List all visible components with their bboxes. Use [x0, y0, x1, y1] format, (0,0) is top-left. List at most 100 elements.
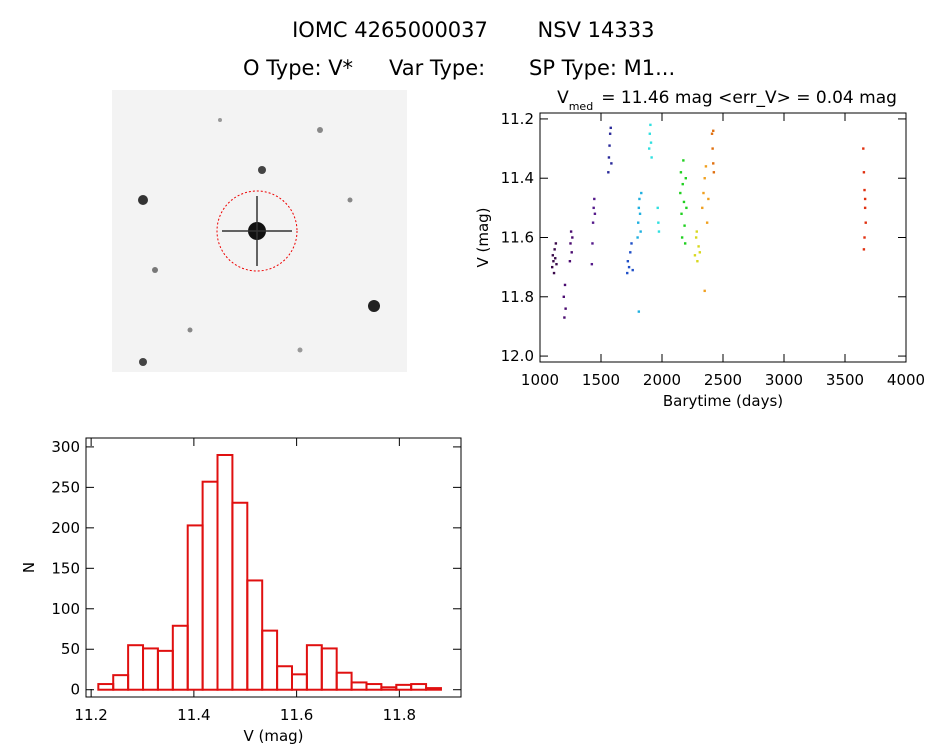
header-text: IOMC 4265000037	[292, 18, 488, 42]
data-point	[553, 248, 556, 251]
data-point	[570, 251, 573, 254]
x-tick-label: 4000	[887, 371, 925, 389]
data-point	[640, 191, 643, 195]
data-point	[863, 197, 867, 201]
x-tick-label: 3000	[765, 371, 803, 389]
histogram-bar	[365, 683, 383, 691]
data-point	[568, 260, 572, 263]
histogram-bar	[410, 683, 428, 691]
star	[139, 358, 147, 366]
data-point	[863, 206, 867, 210]
data-point	[701, 206, 704, 210]
histogram-bar	[261, 629, 279, 691]
star	[152, 267, 158, 273]
star	[187, 327, 193, 333]
data-point	[707, 197, 710, 201]
histogram-bar	[112, 674, 130, 691]
data-point	[593, 197, 596, 201]
data-point	[697, 245, 700, 248]
histogram-bar	[246, 579, 264, 691]
data-point	[682, 200, 686, 204]
data-point	[862, 147, 865, 150]
data-point	[683, 224, 686, 227]
data-point	[552, 271, 556, 275]
data-point	[637, 221, 640, 224]
data-point	[626, 271, 629, 275]
data-point	[627, 265, 631, 269]
y-tick-label: 50	[61, 640, 80, 658]
data-point	[656, 206, 659, 210]
y-tick-label: 300	[51, 438, 80, 456]
histogram-bar	[142, 647, 159, 691]
data-point	[684, 177, 687, 180]
data-point	[569, 242, 572, 245]
histogram-bar	[231, 501, 249, 691]
aperture-circle	[216, 190, 298, 272]
chart-title: Vmed = 11.46 mag <err_V> = 0.04 mag	[557, 88, 897, 113]
star	[218, 118, 222, 122]
star	[317, 127, 323, 133]
star	[297, 347, 303, 353]
x-tick-label: 1500	[582, 371, 620, 389]
data-point	[864, 221, 867, 224]
data-point	[682, 159, 685, 162]
data-point	[862, 248, 866, 251]
data-point	[712, 129, 715, 132]
data-point	[703, 177, 706, 180]
data-point	[695, 230, 698, 233]
histogram-bar	[395, 683, 413, 691]
y-tick-label: 100	[51, 600, 80, 618]
data-point	[637, 206, 641, 210]
data-point	[636, 236, 639, 239]
histogram-bar	[320, 647, 338, 691]
histogram-bar	[276, 665, 293, 691]
data-point	[710, 132, 714, 135]
star	[347, 197, 353, 203]
x-tick-label: 2500	[704, 371, 742, 389]
data-point	[683, 242, 687, 245]
data-point	[679, 171, 683, 174]
histogram-bar	[380, 686, 398, 691]
data-point	[704, 165, 708, 168]
data-point	[712, 162, 715, 165]
histogram-bar	[305, 644, 323, 691]
header-text: Var Type:	[389, 56, 485, 80]
data-point	[554, 242, 558, 245]
data-point	[681, 182, 684, 186]
data-point	[862, 171, 866, 174]
histogram-bar	[335, 671, 353, 691]
data-point	[609, 126, 612, 130]
data-point	[564, 307, 567, 310]
y-axis-label: V (mag)	[474, 207, 492, 267]
data-point	[863, 236, 866, 239]
histogram-bar	[186, 524, 204, 691]
header-text: NSV 14333	[538, 18, 655, 42]
y-tick-label: 150	[51, 559, 80, 577]
data-point	[630, 242, 633, 245]
data-point	[631, 268, 634, 272]
title-subscript: med	[569, 100, 593, 113]
x-axis-label: Barytime (days)	[663, 392, 783, 410]
data-point	[711, 147, 714, 150]
data-point	[680, 212, 683, 215]
data-point	[698, 251, 702, 254]
x-tick-label: 11.8	[383, 706, 416, 724]
histogram-bar	[425, 687, 442, 691]
data-point	[696, 260, 699, 263]
y-tick-label: 200	[51, 519, 80, 537]
histogram-bar	[156, 649, 174, 691]
x-tick-label: 1000	[521, 371, 559, 389]
data-point	[638, 197, 641, 201]
x-axis-label: V (mag)	[243, 727, 303, 745]
data-point	[551, 254, 555, 257]
data-point	[610, 162, 613, 165]
data-point	[649, 123, 652, 127]
y-tick-label: 250	[51, 478, 80, 496]
data-point	[591, 242, 594, 245]
data-point	[592, 206, 595, 210]
x-tick-label: 3500	[826, 371, 864, 389]
data-point	[607, 171, 610, 174]
y-tick-label: 11.6	[501, 229, 534, 247]
x-tick-label: 11.6	[280, 706, 313, 724]
data-point	[647, 147, 651, 150]
